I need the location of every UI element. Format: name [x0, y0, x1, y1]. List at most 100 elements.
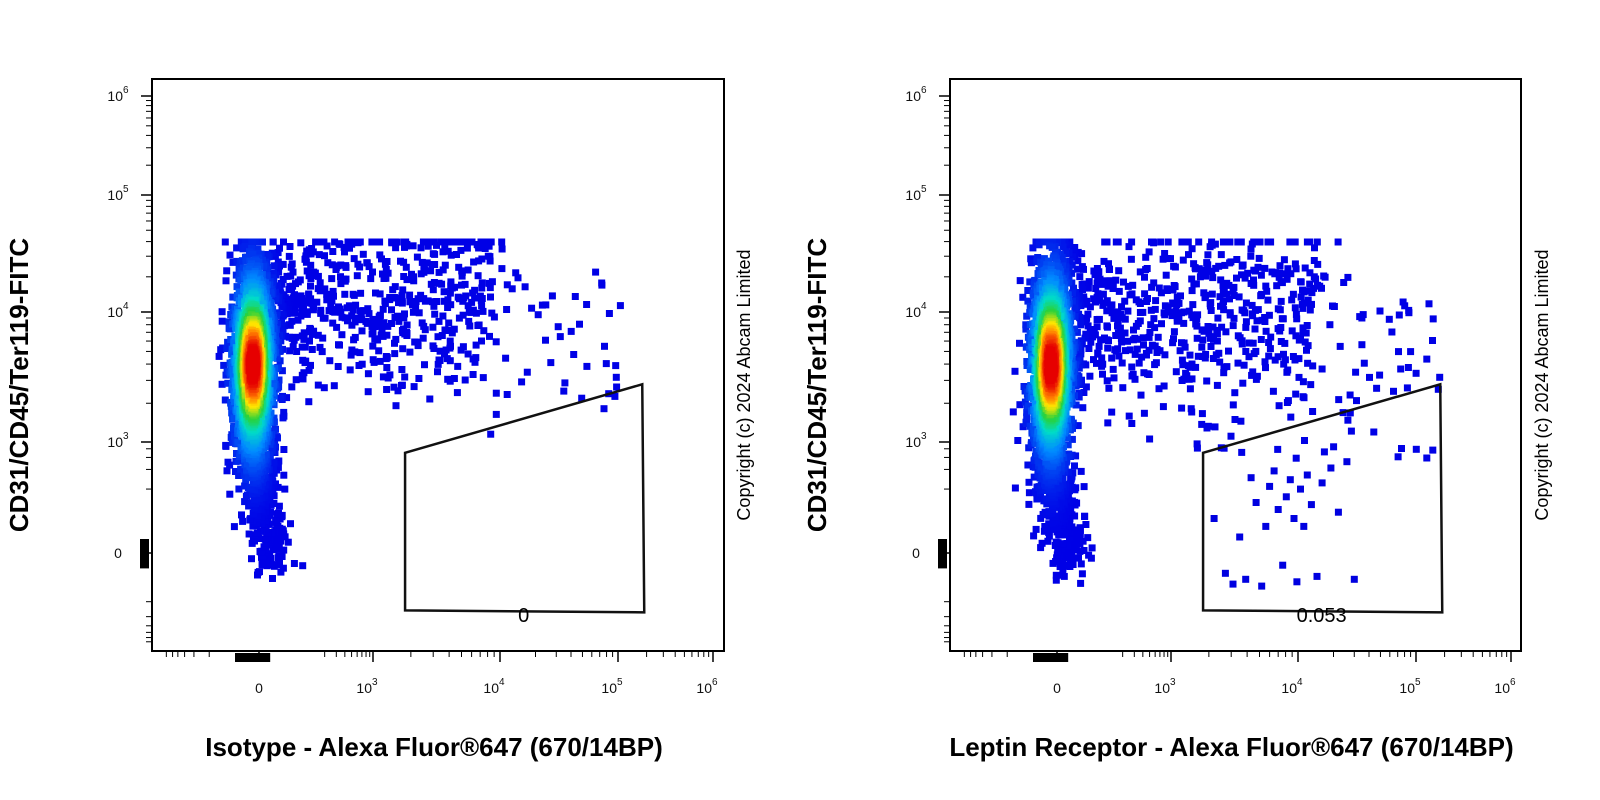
event-dot — [542, 336, 549, 344]
event-dot — [1087, 333, 1095, 341]
event-dot — [1023, 312, 1031, 320]
event-dot — [439, 312, 447, 320]
event-dot — [354, 239, 362, 247]
event-dot — [578, 394, 586, 402]
event-dot — [1103, 307, 1111, 315]
event-dot — [1230, 314, 1238, 322]
event-dot — [1060, 454, 1068, 462]
event-dot — [441, 350, 448, 358]
event-dot — [277, 280, 285, 287]
event-dot — [1170, 282, 1178, 289]
event-dot — [1269, 387, 1277, 395]
event-dot — [1026, 366, 1034, 373]
event-dot — [1204, 323, 1212, 330]
event-dot — [486, 257, 494, 265]
event-dot — [1301, 437, 1308, 444]
event-dot — [1261, 264, 1269, 272]
event-dot — [1144, 370, 1151, 378]
event-dot — [352, 314, 360, 322]
x-axis: 0 103 104 105 106 — [165, 651, 718, 696]
event-dot — [1397, 365, 1405, 373]
event-dot — [1067, 480, 1074, 488]
event-dot — [556, 333, 564, 341]
event-dot — [233, 283, 241, 291]
event-dot — [1219, 287, 1227, 295]
event-dot — [274, 554, 282, 562]
event-dot — [303, 247, 311, 255]
event-dot — [1025, 489, 1033, 497]
event-dot — [1425, 300, 1433, 308]
event-dot — [1405, 309, 1413, 317]
event-dot — [1093, 316, 1101, 323]
event-dot — [1084, 534, 1092, 542]
event-dot — [463, 244, 471, 252]
event-dot — [498, 245, 506, 253]
event-dot — [245, 265, 253, 273]
event-dot — [410, 383, 418, 391]
event-dot — [1122, 347, 1129, 355]
event-dot — [274, 258, 282, 266]
gate-polygon[interactable] — [403, 382, 646, 614]
event-dot — [1040, 255, 1048, 263]
event-dot — [503, 281, 511, 289]
event-dot — [1040, 270, 1048, 278]
event-dot — [487, 430, 495, 438]
event-dot — [289, 343, 297, 351]
event-dot — [1153, 349, 1161, 356]
event-dot — [1132, 322, 1140, 330]
event-dot — [1074, 257, 1082, 265]
event-dot — [1110, 314, 1118, 322]
event-dot — [1257, 271, 1265, 279]
event-dot — [478, 255, 486, 263]
event-dot — [1099, 290, 1107, 298]
event-dot — [447, 251, 455, 259]
copyright-text: Copyright (c) 2024 Abcam Limited — [734, 249, 754, 520]
event-dot — [1200, 289, 1208, 297]
axis-event-pile — [266, 653, 271, 662]
event-dot — [298, 371, 306, 379]
event-dot — [1066, 534, 1073, 542]
event-dot — [1178, 309, 1185, 317]
event-dot — [548, 292, 556, 300]
event-dot — [298, 304, 306, 311]
event-dot — [250, 291, 258, 299]
event-dot — [232, 468, 239, 475]
event-dot — [1076, 524, 1084, 532]
x-tick-label: 104 — [483, 677, 505, 696]
event-dot — [1242, 323, 1250, 331]
event-dot — [235, 438, 243, 446]
event-dot — [1234, 238, 1242, 246]
event-dot — [485, 279, 493, 287]
event-dot — [1118, 303, 1125, 311]
event-dot — [1281, 270, 1289, 278]
event-dot — [270, 262, 278, 270]
event-dot — [1103, 322, 1111, 330]
event-dot — [1075, 554, 1082, 562]
event-dot — [445, 319, 453, 327]
event-dot — [487, 293, 494, 301]
event-dot — [246, 440, 254, 448]
event-dot — [583, 301, 591, 308]
event-dot — [453, 389, 461, 397]
event-dot — [285, 333, 293, 341]
event-dot — [1344, 273, 1352, 281]
axis-event-pile — [251, 653, 256, 662]
event-dot — [1082, 521, 1090, 528]
event-dot — [279, 532, 287, 539]
event-dot — [381, 297, 389, 305]
event-dot — [1110, 374, 1118, 382]
event-dot — [1037, 263, 1045, 271]
event-dot — [1201, 294, 1209, 302]
event-dot — [1126, 346, 1134, 354]
event-dot — [1309, 408, 1317, 415]
event-dot — [1090, 295, 1098, 303]
event-dot — [1306, 269, 1314, 277]
event-dot — [324, 259, 332, 267]
event-dot — [1308, 289, 1316, 297]
event-dot — [273, 510, 281, 518]
axis-event-pile — [256, 653, 261, 662]
event-dot — [1266, 345, 1274, 353]
event-dot — [1033, 258, 1041, 266]
event-dot — [478, 302, 486, 310]
event-dot — [223, 267, 231, 275]
